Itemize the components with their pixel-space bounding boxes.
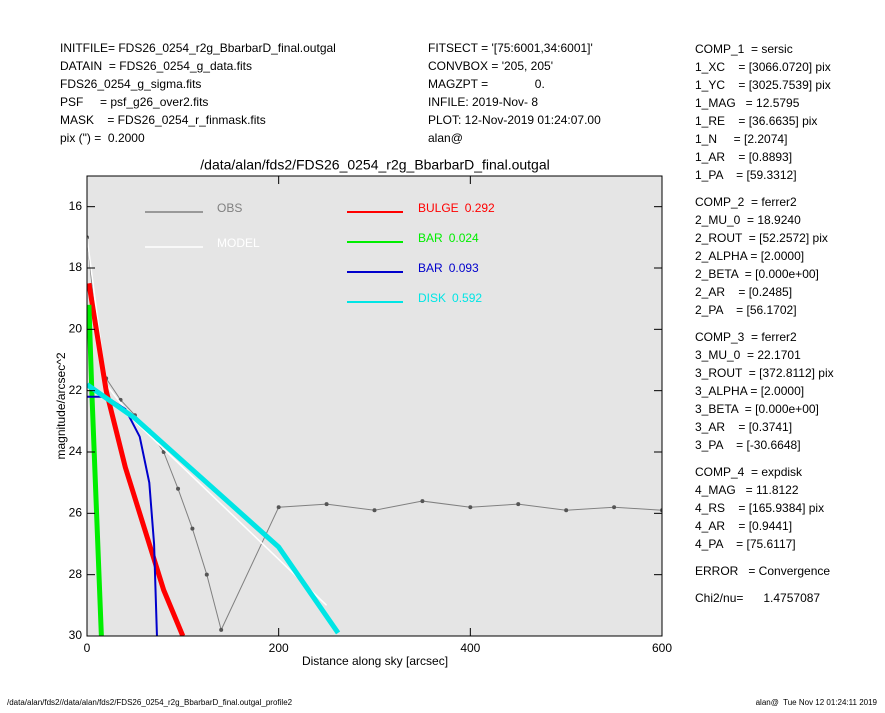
x-tick-label: 0	[84, 641, 91, 655]
param-line: 4_AR = [0.9441]	[695, 519, 792, 533]
header-line: PLOT: 12-Nov-2019 01:24:07.00	[428, 113, 601, 127]
param-line: 1_RE = [36.6635] pix	[695, 114, 817, 128]
param-line: 2_AR = [0.2485]	[695, 285, 792, 299]
legend-name: OBS	[217, 201, 242, 215]
param-line: 2_BETA = [0.000e+00]	[695, 267, 819, 281]
header-line: PSF = psf_g26_over2.fits	[60, 95, 208, 109]
legend-name: MODEL	[217, 236, 260, 250]
series-line	[87, 282, 186, 636]
obs-point	[161, 450, 166, 454]
y-tick-label: 26	[69, 506, 83, 520]
header-line: INFILE: 2019-Nov- 8	[428, 95, 538, 109]
obs-point	[468, 505, 473, 510]
legend-label: MODEL	[217, 236, 260, 250]
obs-point	[176, 486, 181, 491]
param-line: COMP_1 = sersic	[695, 42, 793, 56]
header-line: FDS26_0254_g_sigma.fits	[60, 77, 201, 91]
legend-name: BAR	[418, 231, 443, 245]
param-line: 3_PA = [-30.6648]	[695, 438, 801, 452]
param-line: 4_RS = [165.9384] pix	[695, 501, 824, 515]
legend-fraction: 0.024	[449, 231, 479, 245]
y-tick-label: 24	[69, 444, 83, 458]
param-line: 3_MU_0 = 22.1701	[695, 348, 801, 362]
legend-label: BAR 0.024	[418, 231, 479, 245]
param-line: 2_MU_0 = 18.9240	[695, 213, 801, 227]
y-tick-label: 18	[69, 260, 83, 274]
legend-fraction: 0.592	[452, 291, 482, 305]
footer-left: /data/alan/fds2//data/alan/fds2/FDS26_02…	[7, 698, 293, 707]
chart-title: /data/alan/fds2/FDS26_0254_r2g_BbarbarD_…	[200, 157, 549, 173]
param-line: 3_ALPHA = [2.0000]	[695, 384, 804, 398]
param-line: 4_PA = [75.6117]	[695, 537, 796, 551]
obs-point	[219, 627, 224, 632]
header-line: alan@	[428, 131, 463, 145]
param-line: ERROR = Convergence	[695, 564, 830, 578]
y-tick-label: 20	[69, 322, 83, 336]
y-tick-label: 16	[69, 199, 83, 213]
obs-point	[564, 508, 569, 513]
header-line: MAGZPT = 0.	[428, 77, 545, 91]
header-line: pix (") = 0.2000	[60, 131, 145, 145]
param-line: COMP_4 = expdisk	[695, 465, 803, 479]
y-tick-label: 30	[69, 628, 83, 642]
legend-label: BAR 0.093	[418, 261, 479, 275]
obs-point	[276, 505, 281, 510]
plot-frame	[86, 175, 663, 637]
param-line: 2_PA = [56.1702]	[695, 303, 797, 317]
param-line: Chi2/nu= 1.4757087	[695, 591, 820, 605]
param-line: 1_AR = [0.8893]	[695, 150, 792, 164]
y-axis-label: magnitude/arcsec^2	[54, 352, 68, 459]
legend-label: BULGE 0.292	[418, 201, 495, 215]
x-tick-label: 400	[460, 641, 480, 655]
header-line: INITFILE= FDS26_0254_r2g_BbarbarD_final.…	[60, 41, 336, 55]
obs-point	[372, 508, 377, 513]
obs-point	[190, 526, 195, 531]
param-line: 1_PA = [59.3312]	[695, 168, 797, 182]
legend-label: OBS	[217, 201, 242, 215]
x-axis-label: Distance along sky [arcsec]	[302, 654, 448, 668]
param-line: 1_N = [2.2074]	[695, 132, 787, 146]
param-line: 3_BETA = [0.000e+00]	[695, 402, 819, 416]
x-tick-label: 200	[269, 641, 289, 655]
param-line: 2_ALPHA = [2.0000]	[695, 249, 804, 263]
param-line: 4_MAG = 11.8122	[695, 483, 799, 497]
param-line: COMP_2 = ferrer2	[695, 195, 797, 209]
footer-right: alan@ Tue Nov 12 01:24:11 2019	[756, 698, 878, 707]
legend-name: BAR	[418, 261, 443, 275]
legend-name: BULGE	[418, 201, 459, 215]
legend-fraction: 0.093	[449, 261, 479, 275]
param-line: 1_MAG = 12.5795	[695, 96, 800, 110]
obs-point	[612, 505, 617, 510]
y-tick-label: 22	[69, 383, 83, 397]
param-line: 2_ROUT = [52.2572] pix	[695, 231, 828, 245]
y-tick-label: 28	[69, 567, 83, 581]
series-line	[87, 237, 662, 632]
header-line: MASK = FDS26_0254_r_finmask.fits	[60, 113, 266, 127]
header-line: CONVBOX = '205, 205'	[428, 59, 553, 73]
param-line: 3_AR = [0.3741]	[695, 420, 792, 434]
legend-name: DISK	[418, 291, 446, 305]
header-line: DATAIN = FDS26_0254_g_data.fits	[60, 59, 252, 73]
legend-label: DISK 0.592	[418, 291, 482, 305]
legend-fraction: 0.292	[465, 201, 495, 215]
param-line: COMP_3 = ferrer2	[695, 330, 797, 344]
param-line: 3_ROUT = [372.8112] pix	[695, 366, 834, 380]
obs-point	[324, 502, 329, 507]
obs-point	[420, 499, 425, 504]
param-line: 1_XC = [3066.0720] pix	[695, 60, 831, 74]
obs-point	[516, 502, 521, 507]
header-line: FITSECT = '[75:6001,34:6001]'	[428, 41, 593, 55]
param-line: 1_YC = [3025.7539] pix	[695, 78, 831, 92]
x-tick-label: 600	[652, 641, 672, 655]
obs-point	[204, 572, 209, 577]
series-line	[87, 382, 341, 635]
plot-area	[87, 176, 662, 636]
